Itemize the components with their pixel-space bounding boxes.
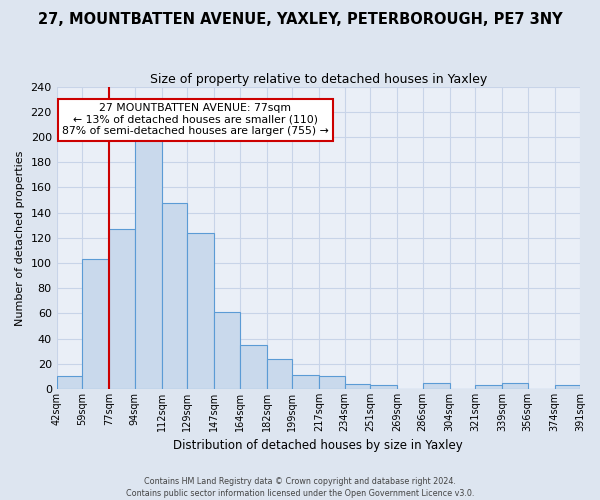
Bar [82, 260, 109, 389]
Bar [475, 385, 502, 389]
Bar [370, 385, 397, 389]
Bar [134, 138, 161, 389]
Bar [239, 345, 266, 389]
Bar [266, 359, 292, 389]
Text: 27 MOUNTBATTEN AVENUE: 77sqm
← 13% of detached houses are smaller (110)
87% of s: 27 MOUNTBATTEN AVENUE: 77sqm ← 13% of de… [62, 104, 329, 136]
Bar [319, 376, 344, 389]
Bar [214, 312, 239, 389]
Bar [161, 202, 187, 389]
Bar [502, 382, 527, 389]
X-axis label: Distribution of detached houses by size in Yaxley: Distribution of detached houses by size … [173, 440, 463, 452]
Bar [187, 233, 214, 389]
Text: 27, MOUNTBATTEN AVENUE, YAXLEY, PETERBOROUGH, PE7 3NY: 27, MOUNTBATTEN AVENUE, YAXLEY, PETERBOR… [38, 12, 562, 28]
Y-axis label: Number of detached properties: Number of detached properties [15, 150, 25, 326]
Bar [292, 375, 319, 389]
Bar [56, 376, 82, 389]
Bar [344, 384, 370, 389]
Text: Contains HM Land Registry data © Crown copyright and database right 2024.
Contai: Contains HM Land Registry data © Crown c… [126, 476, 474, 498]
Title: Size of property relative to detached houses in Yaxley: Size of property relative to detached ho… [150, 72, 487, 86]
Bar [422, 382, 449, 389]
Bar [109, 229, 134, 389]
Bar [554, 385, 580, 389]
